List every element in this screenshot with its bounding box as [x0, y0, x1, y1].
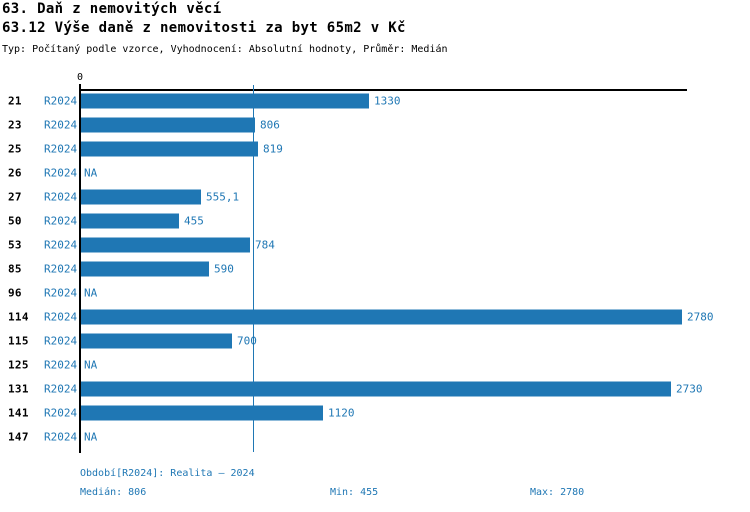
bar [81, 213, 179, 229]
category-label: 53 [8, 238, 22, 252]
value-label: 455 [184, 214, 204, 228]
category-label: 23 [8, 118, 22, 132]
bar [81, 333, 232, 349]
footer-min-stat: Min: 455 [330, 487, 379, 498]
category-label: 125 [8, 358, 29, 372]
footer-median-stat: Medián: 806 [80, 487, 147, 498]
chart-row: 53 R2024 784 [0, 233, 750, 257]
category-label: 26 [8, 166, 22, 180]
category-label: 147 [8, 430, 29, 444]
category-label: 115 [8, 334, 29, 348]
chart-row: 50 R2024 455 [0, 209, 750, 233]
bar [81, 141, 258, 157]
period-label: R2024 [44, 286, 78, 300]
chart-row: 96 R2024 NA [0, 281, 750, 305]
chart-row: 147 R2024 NA [0, 425, 750, 449]
category-label: 131 [8, 382, 29, 396]
period-label: R2024 [44, 430, 78, 444]
period-label: R2024 [44, 118, 78, 132]
period-label: R2024 [44, 358, 78, 372]
value-label: 2780 [687, 310, 714, 324]
chart-row: 27 R2024 555,1 [0, 185, 750, 209]
chart-row: 125 R2024 NA [0, 353, 750, 377]
chart-row: 25 R2024 819 [0, 137, 750, 161]
x-axis-zero-label: 0 [76, 72, 84, 83]
chart-row: 115 R2024 700 [0, 329, 750, 353]
value-label: 806 [260, 118, 280, 132]
value-label: 819 [263, 142, 283, 156]
chart-row: 85 R2024 590 [0, 257, 750, 281]
chart-meta-description: Typ: Počítaný podle vzorce, Vyhodnocení:… [2, 44, 448, 55]
na-label: NA [84, 430, 98, 444]
period-label: R2024 [44, 142, 78, 156]
chart-row: 141 R2024 1120 [0, 401, 750, 425]
category-label: 85 [8, 262, 22, 276]
na-label: NA [84, 286, 98, 300]
x-axis-zero-tick [79, 84, 81, 90]
na-label: NA [84, 358, 98, 372]
footer-period-info: Období[R2024]: Realita – 2024 [80, 468, 255, 479]
period-label: R2024 [44, 310, 78, 324]
period-label: R2024 [44, 262, 78, 276]
value-label: 555,1 [206, 190, 240, 204]
x-axis-line [79, 89, 687, 91]
bar [81, 237, 250, 253]
period-label: R2024 [44, 94, 78, 108]
bar [81, 261, 209, 277]
y-axis-line [79, 89, 81, 453]
period-label: R2024 [44, 382, 78, 396]
category-label: 96 [8, 286, 22, 300]
na-label: NA [84, 166, 98, 180]
value-label: 1120 [328, 406, 355, 420]
category-label: 141 [8, 406, 29, 420]
bar [81, 405, 323, 421]
chart-row: 26 R2024 NA [0, 161, 750, 185]
value-label: 2730 [676, 382, 703, 396]
category-label: 27 [8, 190, 22, 204]
bar [81, 381, 671, 397]
bar [81, 117, 255, 133]
value-label: 784 [255, 238, 275, 252]
category-label: 21 [8, 94, 22, 108]
period-label: R2024 [44, 166, 78, 180]
chart-title: 63. Daň z nemovitých věcí [2, 1, 222, 17]
chart-row: 131 R2024 2730 [0, 377, 750, 401]
value-label: 1330 [374, 94, 401, 108]
chart-row: 23 R2024 806 [0, 113, 750, 137]
category-label: 50 [8, 214, 22, 228]
bar [81, 189, 201, 205]
bar [81, 309, 682, 325]
category-label: 114 [8, 310, 29, 324]
bar [81, 93, 369, 109]
chart-subtitle: 63.12 Výše daně z nemovitosti za byt 65m… [2, 20, 406, 36]
median-reference-line [253, 85, 254, 452]
chart-row: 21 R2024 1330 [0, 89, 750, 113]
chart-rows: 21 R2024 1330 23 R2024 806 25 R2024 819 26 R2024 NA… [0, 89, 750, 449]
value-label: 590 [214, 262, 234, 276]
footer-max-stat: Max: 2780 [530, 487, 585, 498]
value-label: 700 [237, 334, 257, 348]
chart-row: 114 R2024 2780 [0, 305, 750, 329]
category-label: 25 [8, 142, 22, 156]
period-label: R2024 [44, 190, 78, 204]
period-label: R2024 [44, 238, 78, 252]
period-label: R2024 [44, 406, 78, 420]
period-label: R2024 [44, 334, 78, 348]
period-label: R2024 [44, 214, 78, 228]
